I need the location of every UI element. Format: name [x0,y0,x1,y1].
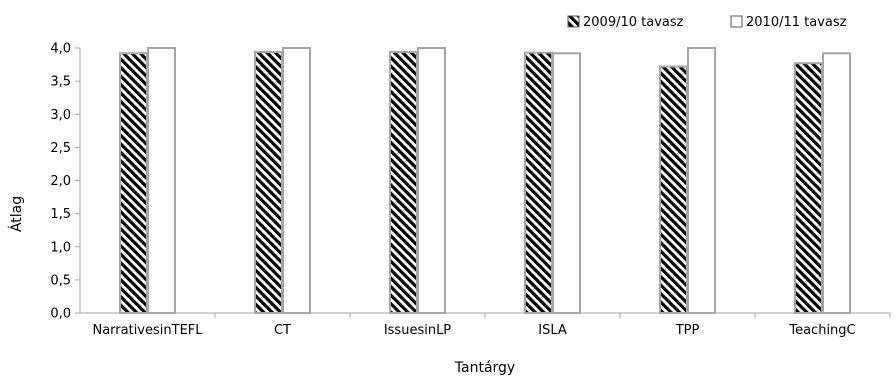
y-tick-label: 0,5 [50,273,71,288]
x-tick-label: TeachingC [788,323,855,338]
bar-series-1-NarrativesinTEFL [119,52,148,315]
legend: 2009/10 tavasz 2010/11 tavasz [567,15,847,30]
x-tick-label: NarrativesinTEFL [92,323,203,338]
y-axis-title: Átlag [8,196,25,232]
y-tick-label: 0,0 [50,307,71,322]
x-tick-label: TPP [675,323,700,338]
bar-series-2-NarrativesinTEFL [147,47,176,314]
legend-label-series-2: 2010/11 tavasz [746,15,847,30]
bar-series-2-IssuesinLP [417,47,446,314]
x-axis-title: Tantárgy [454,360,515,376]
y-tick-label: 3,0 [50,108,71,123]
bar-series-2-TPP [687,47,716,314]
bar-series-1-CT [254,50,283,314]
bar-series-2-TeachingC [822,52,851,315]
bar-series-2-ISLA [552,52,581,315]
y-tick-label: 4,0 [50,42,71,57]
y-axis-ticks: 0,0 0,5 1,0 1,5 2,0 2,5 3,0 3,5 4,0 [50,42,80,322]
bar-series-1-TeachingC [794,62,823,314]
axes [79,48,890,314]
y-tick-label: 2,0 [50,174,71,189]
x-tick-label: IssuesinLP [384,323,451,338]
y-tick-label: 1,0 [50,240,71,255]
legend-label-series-1: 2009/10 tavasz [583,15,684,30]
bar-series-2-CT [282,47,311,314]
y-tick-label: 2,5 [50,141,71,156]
bar-series-1-IssuesinLP [389,50,418,314]
x-tick-label: ISLA [538,323,567,338]
y-tick-label: 3,5 [50,75,71,90]
legend-swatch-series-2 [730,15,743,28]
bar-series-1-ISLA [524,51,553,314]
x-axis-ticks: NarrativesinTEFL CT IssuesinLP ISLA TPP Teach… [92,313,891,338]
x-tick-label: CT [274,323,291,338]
bars [119,47,851,315]
y-tick-label: 1,5 [50,207,71,222]
bar-series-1-TPP [659,65,688,314]
legend-swatch-series-1 [567,15,580,28]
